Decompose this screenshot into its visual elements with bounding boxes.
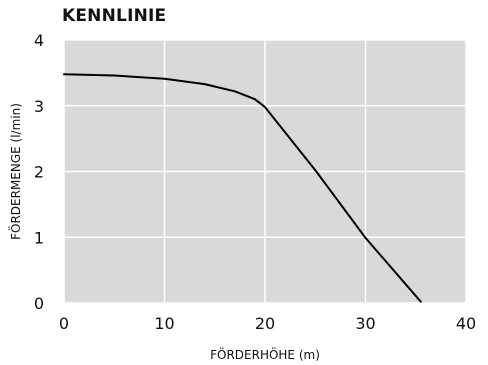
- chart-title: KENNLINIE: [62, 6, 167, 26]
- x-tick-label: 30: [355, 314, 375, 333]
- x-tick-labels: 0 10 20 30 40: [59, 314, 476, 333]
- y-tick-label: 3: [34, 97, 44, 116]
- x-tick-label: 10: [154, 314, 174, 333]
- y-tick-labels: 0 1 2 3 4: [34, 31, 44, 313]
- series-line-0: [63, 73, 422, 303]
- y-tick-label: 2: [34, 163, 44, 182]
- y-tick-label: 4: [34, 31, 44, 50]
- y-tick-label: 0: [34, 294, 44, 313]
- x-axis-label: FÖRDERHÖHE (m): [210, 346, 320, 362]
- x-tick-label: 0: [59, 314, 69, 333]
- x-tick-label: 20: [255, 314, 275, 333]
- y-axis-label: FÖRDERMENGE (l/min): [7, 103, 23, 240]
- series-layer: [63, 73, 422, 303]
- x-tick-label: 40: [456, 314, 476, 333]
- y-tick-label: 1: [34, 228, 44, 247]
- grid: [63, 39, 467, 304]
